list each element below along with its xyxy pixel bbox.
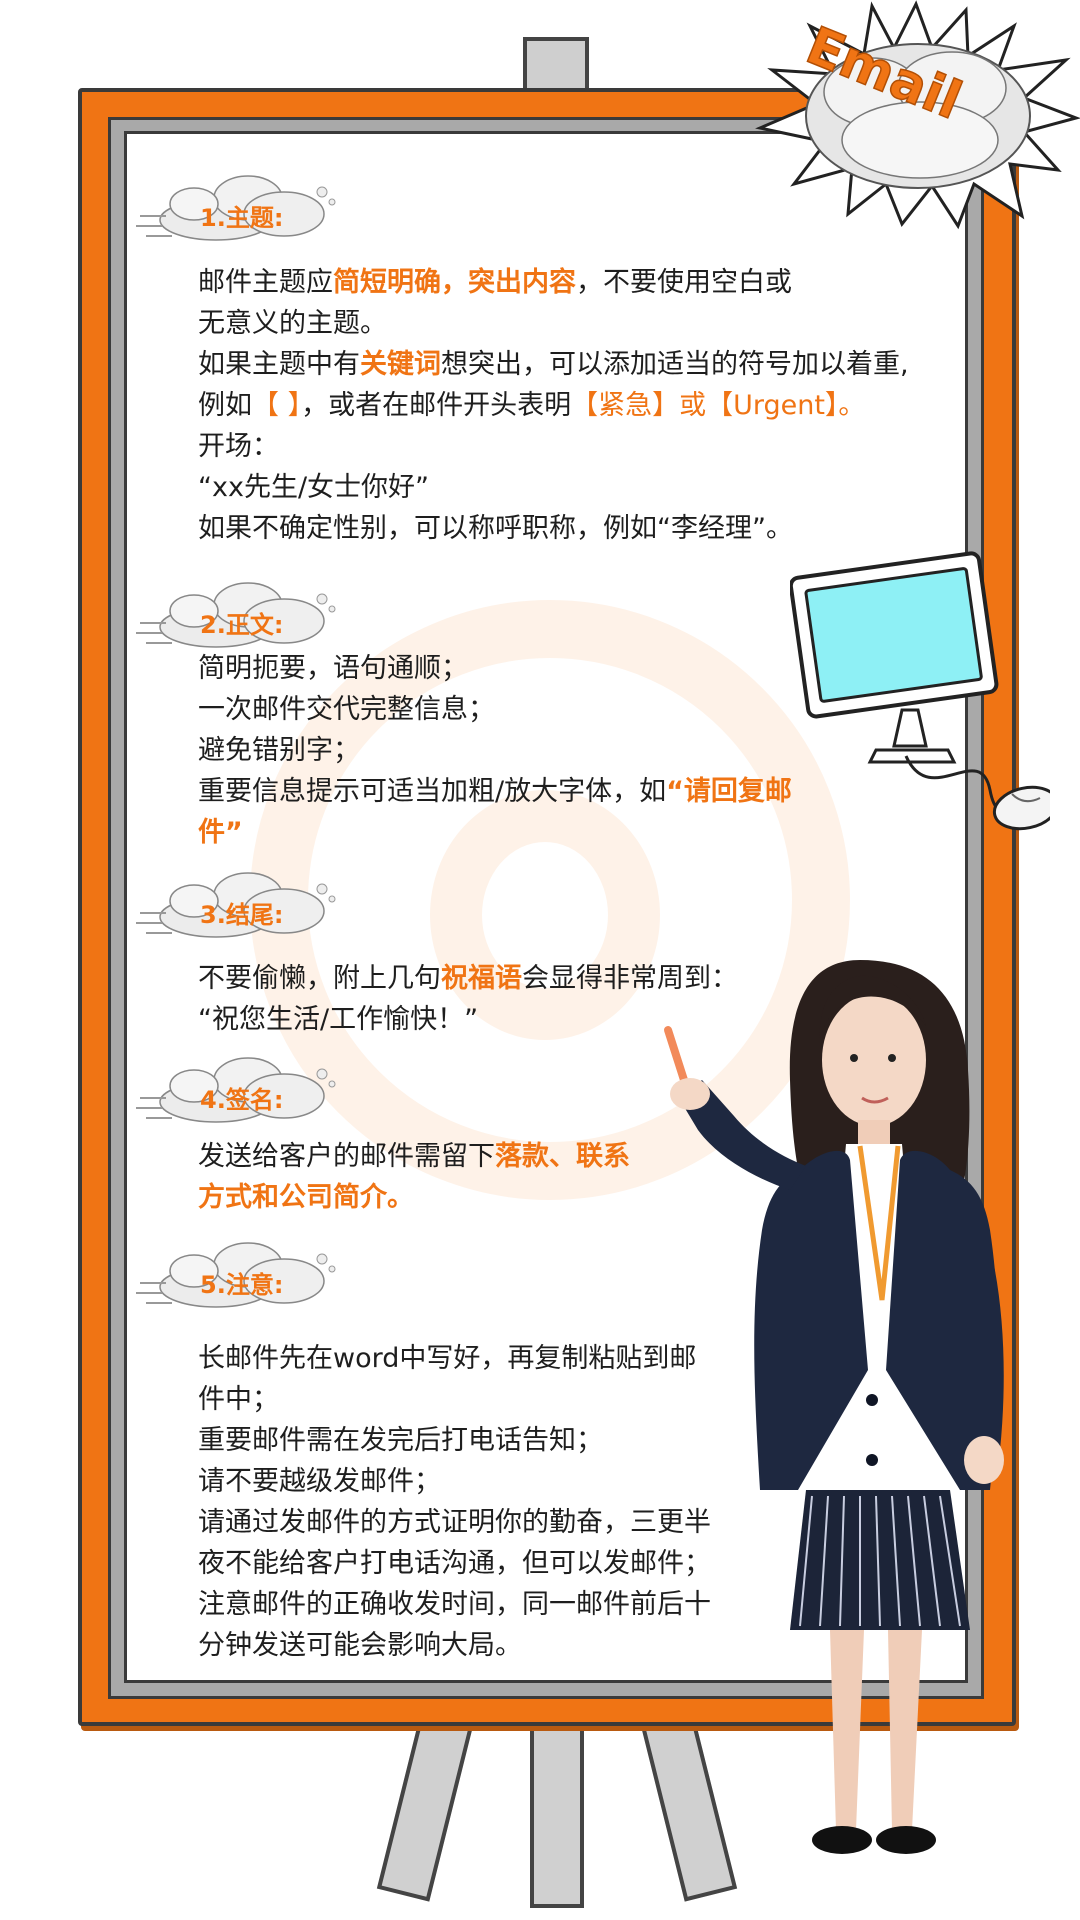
cloud-icon	[136, 1242, 336, 1308]
text-line: “祝您生活/工作愉快！”	[198, 999, 738, 1040]
section-heading: 4.签名:	[136, 1050, 346, 1130]
text-line: 注意邮件的正确收发时间，同一邮件前后十	[198, 1584, 711, 1625]
body-text: 无意义的主题。	[198, 308, 387, 339]
body-text: “祝您生活/工作愉快！”	[198, 1004, 479, 1035]
section-heading-label: 4.签名:	[200, 1086, 284, 1114]
highlight-text: 方式和公司简介。	[198, 1182, 414, 1213]
body-text: 件中；	[198, 1384, 279, 1415]
text-line: 重要邮件需在发完后打电话告知；	[198, 1420, 711, 1461]
section-heading-label: 1.主题:	[200, 204, 284, 232]
text-line: 件”	[198, 812, 792, 853]
section-heading-label: 5.注意:	[200, 1271, 284, 1299]
body-text: 请不要越级发邮件；	[198, 1466, 441, 1497]
text-line: 邮件主题应简短明确，突出内容，不要使用空白或	[198, 262, 909, 303]
body-text: 重要邮件需在发完后打电话告知；	[198, 1425, 603, 1456]
presenter-illustration	[664, 960, 1004, 1854]
body-text: 简明扼要，语句通顺；	[198, 653, 468, 684]
body-text: ，不要使用空白或	[576, 267, 792, 298]
body-text: 不要偷懒，附上几句	[198, 963, 441, 994]
section-body: 简明扼要，语句通顺； 一次邮件交代完整信息； 避免错别字； 重要信息提示可适当加粗/放…	[198, 648, 792, 853]
body-text: ，或者在邮件开头表明	[301, 390, 572, 421]
body-text: 邮件主题应	[198, 267, 333, 298]
section-heading-label: 2.正文:	[200, 611, 284, 639]
highlight-text: 祝福语	[441, 963, 522, 994]
text-line: 请不要越级发邮件；	[198, 1461, 711, 1502]
section-heading: 2.正文:	[136, 575, 346, 655]
body-text: 重要信息提示可适当加粗/放大字体，如	[198, 776, 667, 807]
bracket-text: 【紧急】或【Urgent】。	[571, 390, 866, 421]
easel-leg-left	[376, 1696, 478, 1902]
text-line: 开场：	[198, 426, 909, 467]
body-text: 想突出，可以添加适当的符号加以着重,	[441, 349, 909, 380]
cloud-icon	[136, 1057, 336, 1123]
section-body: 长邮件先在word中写好，再复制粘贴到邮 件中； 重要邮件需在发完后打电话告知； 请不…	[198, 1338, 711, 1666]
section-body: 发送给客户的邮件需留下落款、联系方式和公司简介。	[198, 1136, 630, 1218]
text-line: 件中；	[198, 1379, 711, 1420]
section-heading: 1.主题:	[136, 168, 346, 248]
computer-monitor-icon	[790, 551, 1050, 831]
section-heading: 3.结尾:	[136, 865, 346, 945]
text-line: 无意义的主题。	[198, 303, 909, 344]
body-text: 长邮件先在word中写好，再复制粘贴到邮	[198, 1343, 697, 1374]
body-text: 注意邮件的正确收发时间，同一邮件前后十	[198, 1589, 711, 1620]
text-line: 一次邮件交代完整信息；	[198, 689, 792, 730]
text-line: “xx先生/女士你好”	[198, 467, 909, 508]
easel-leg-center	[530, 1700, 584, 1908]
cloud-icon	[136, 582, 336, 648]
body-text: 分钟发送可能会影响大局。	[198, 1630, 522, 1661]
text-line: 方式和公司简介。	[198, 1177, 630, 1218]
body-text: 发送给客户的邮件需留下	[198, 1141, 495, 1172]
text-line: 避免错别字；	[198, 730, 792, 771]
text-line: 不要偷懒，附上几句祝福语会显得非常周到：	[198, 958, 738, 999]
text-line: 长邮件先在word中写好，再复制粘贴到邮	[198, 1338, 711, 1379]
bracket-text: 【 】	[252, 390, 302, 421]
highlight-text: 落款、联系	[495, 1141, 630, 1172]
body-text: 如果不确定性别，可以称呼职称，例如“李经理”。	[198, 513, 793, 544]
highlight-text: “请回复邮	[666, 776, 792, 807]
text-line: 发送给客户的邮件需留下落款、联系	[198, 1136, 630, 1177]
highlight-text: 简短明确，突出内容	[333, 267, 576, 298]
body-text: 如果主题中有	[198, 349, 360, 380]
body-text: 避免错别字；	[198, 735, 360, 766]
body-text: 开场：	[198, 431, 279, 462]
body-text: 会显得非常周到：	[522, 963, 738, 994]
highlight-text: 件”	[198, 817, 243, 848]
text-line: 例如【 】，或者在邮件开头表明【紧急】或【Urgent】。	[198, 385, 909, 426]
email-burst-icon: Email	[755, 0, 1080, 230]
highlight-text: 关键词	[360, 349, 441, 380]
text-line: 请通过发邮件的方式证明你的勤奋，三更半	[198, 1502, 711, 1543]
body-text: 请通过发邮件的方式证明你的勤奋，三更半	[198, 1507, 711, 1538]
body-text: 夜不能给客户打电话沟通，但可以发邮件；	[198, 1548, 711, 1579]
text-line: 重要信息提示可适当加粗/放大字体，如“请回复邮	[198, 771, 792, 812]
body-text: 一次邮件交代完整信息；	[198, 694, 495, 725]
pointer-stick	[664, 1026, 688, 1084]
section-heading: 5.注意:	[136, 1235, 346, 1315]
mouse-icon	[992, 785, 1050, 831]
text-line: 如果主题中有关键词想突出，可以添加适当的符号加以着重,	[198, 344, 909, 385]
section-heading-label: 3.结尾:	[200, 901, 284, 929]
text-line: 夜不能给客户打电话沟通，但可以发邮件；	[198, 1543, 711, 1584]
cloud-icon	[136, 872, 336, 938]
section-body: 不要偷懒，附上几句祝福语会显得非常周到： “祝您生活/工作愉快！”	[198, 958, 738, 1040]
cloud-icon	[136, 175, 336, 241]
text-line: 简明扼要，语句通顺；	[198, 648, 792, 689]
text-line: 分钟发送可能会影响大局。	[198, 1625, 711, 1666]
body-text: 例如	[198, 390, 252, 421]
body-text: “xx先生/女士你好”	[198, 472, 430, 503]
section-body: 邮件主题应简短明确，突出内容，不要使用空白或 无意义的主题。 如果主题中有关键词想突…	[198, 262, 909, 549]
text-line: 如果不确定性别，可以称呼职称，例如“李经理”。	[198, 508, 909, 549]
